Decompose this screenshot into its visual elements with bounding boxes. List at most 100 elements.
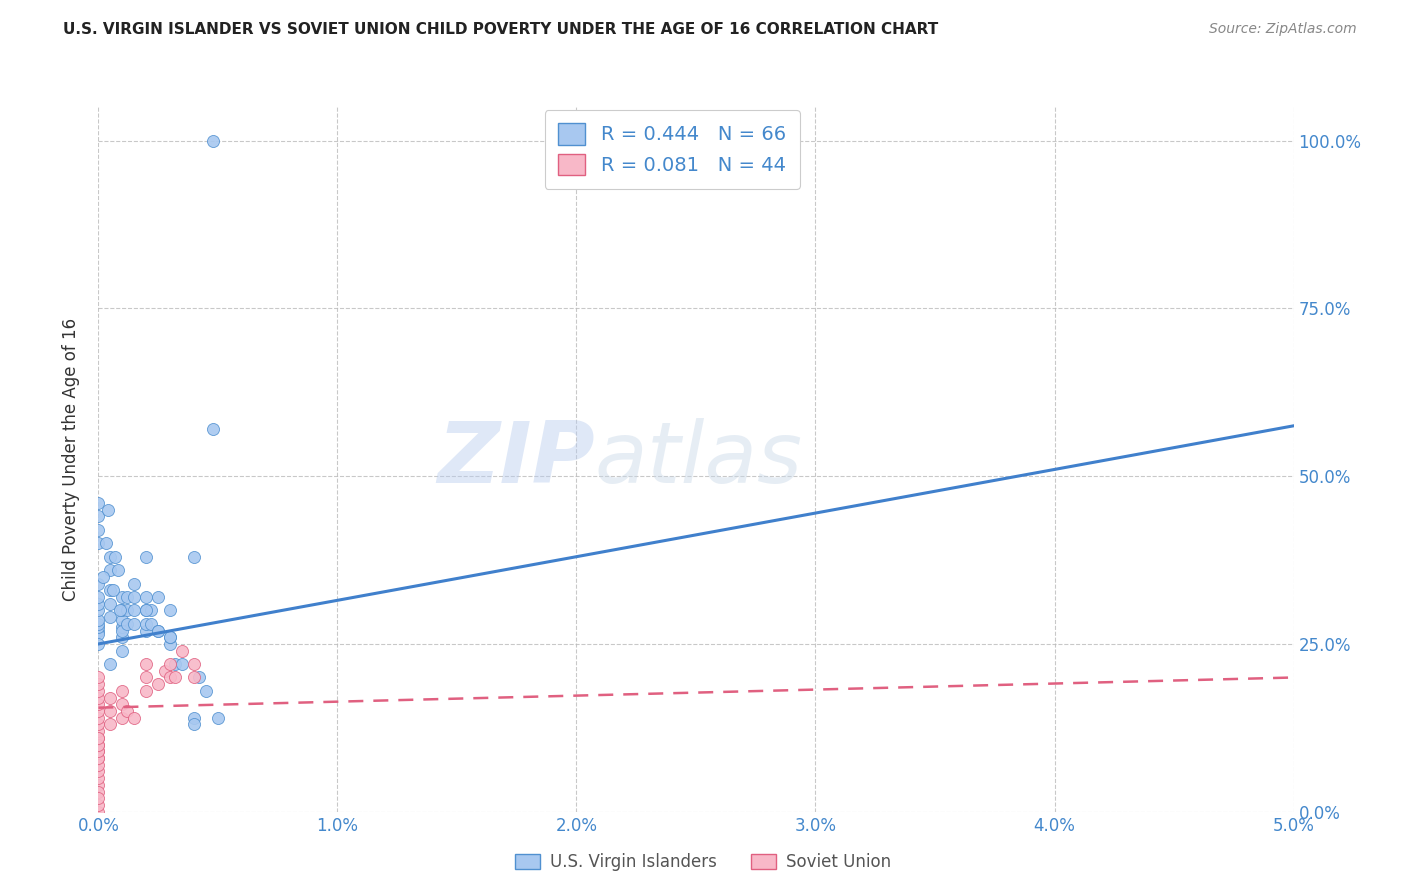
Point	[87, 717, 110, 731]
Point	[183, 549, 205, 564]
Point	[202, 422, 225, 436]
Point	[107, 563, 129, 577]
Text: atlas: atlas	[595, 417, 803, 501]
Point	[135, 590, 157, 604]
Point	[111, 620, 134, 634]
Point	[124, 576, 146, 591]
Point	[124, 590, 146, 604]
Point	[202, 134, 225, 148]
Point	[87, 797, 110, 812]
Point	[87, 744, 110, 758]
Point	[87, 751, 110, 765]
Text: ZIP: ZIP	[437, 417, 595, 501]
Point	[135, 603, 157, 617]
Point	[115, 603, 138, 617]
Point	[98, 597, 122, 611]
Point	[101, 583, 124, 598]
Point	[135, 671, 157, 685]
Point	[87, 805, 110, 819]
Point	[98, 583, 122, 598]
Text: U.S. VIRGIN ISLANDER VS SOVIET UNION CHILD POVERTY UNDER THE AGE OF 16 CORRELATI: U.S. VIRGIN ISLANDER VS SOVIET UNION CHI…	[63, 22, 939, 37]
Point	[183, 717, 205, 731]
Point	[87, 536, 110, 550]
Point	[159, 657, 181, 671]
Point	[135, 616, 157, 631]
Point	[87, 704, 110, 718]
Point	[98, 690, 122, 705]
Point	[172, 643, 194, 657]
Point	[155, 664, 177, 678]
Point	[98, 549, 122, 564]
Point	[87, 590, 110, 604]
Point	[87, 637, 110, 651]
Point	[148, 624, 170, 638]
Point	[87, 731, 110, 745]
Point	[148, 677, 170, 691]
Point	[98, 704, 122, 718]
Point	[91, 570, 114, 584]
Point	[87, 751, 110, 765]
Point	[115, 590, 138, 604]
Point	[94, 536, 117, 550]
Point	[111, 590, 134, 604]
Point	[87, 771, 110, 785]
Point	[111, 630, 134, 644]
Point	[207, 711, 229, 725]
Point	[98, 657, 122, 671]
Point	[124, 616, 146, 631]
Point	[87, 509, 110, 524]
Point	[139, 603, 162, 617]
Point	[148, 624, 170, 638]
Point	[111, 698, 134, 712]
Point	[124, 711, 146, 725]
Point	[111, 603, 134, 617]
Point	[183, 671, 205, 685]
Point	[172, 657, 194, 671]
Point	[104, 549, 127, 564]
Point	[87, 698, 110, 712]
Point	[87, 576, 110, 591]
Point	[87, 764, 110, 779]
Point	[159, 671, 181, 685]
Point	[87, 757, 110, 772]
Point	[135, 657, 157, 671]
Point	[87, 614, 110, 628]
Legend: R = 0.444   N = 66, R = 0.081   N = 44: R = 0.444 N = 66, R = 0.081 N = 44	[544, 110, 800, 189]
Y-axis label: Child Poverty Under the Age of 16: Child Poverty Under the Age of 16	[62, 318, 80, 601]
Point	[111, 643, 134, 657]
Point	[87, 603, 110, 617]
Point	[87, 724, 110, 739]
Point	[139, 616, 162, 631]
Point	[87, 684, 110, 698]
Text: Source: ZipAtlas.com: Source: ZipAtlas.com	[1209, 22, 1357, 37]
Point	[87, 784, 110, 798]
Point	[183, 711, 205, 725]
Point	[135, 684, 157, 698]
Point	[163, 657, 186, 671]
Point	[111, 711, 134, 725]
Point	[159, 603, 181, 617]
Point	[111, 684, 134, 698]
Point	[163, 671, 186, 685]
Point	[87, 791, 110, 805]
Point	[124, 603, 146, 617]
Point	[135, 603, 157, 617]
Point	[97, 502, 120, 516]
Point	[87, 624, 110, 638]
Point	[87, 738, 110, 752]
Point	[135, 549, 157, 564]
Point	[87, 711, 110, 725]
Point	[87, 738, 110, 752]
Point	[98, 717, 122, 731]
Point	[98, 563, 122, 577]
Point	[115, 616, 138, 631]
Point	[159, 630, 181, 644]
Point	[87, 731, 110, 745]
Point	[98, 610, 122, 624]
Point	[87, 496, 110, 510]
Point	[159, 630, 181, 644]
Point	[87, 597, 110, 611]
Legend: U.S. Virgin Islanders, Soviet Union: U.S. Virgin Islanders, Soviet Union	[508, 845, 898, 880]
Point	[87, 616, 110, 631]
Point	[108, 603, 131, 617]
